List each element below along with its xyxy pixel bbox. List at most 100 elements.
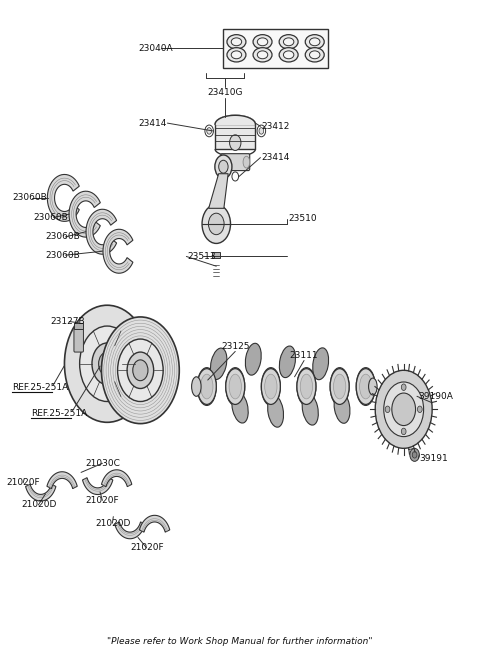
Ellipse shape [330, 367, 349, 405]
Text: REF.25-251A: REF.25-251A [12, 383, 69, 392]
Ellipse shape [310, 51, 320, 59]
Circle shape [127, 352, 154, 388]
Circle shape [118, 339, 163, 401]
Circle shape [80, 326, 135, 401]
Bar [213, 252, 220, 258]
Polygon shape [25, 484, 56, 501]
Circle shape [133, 360, 148, 380]
Circle shape [375, 370, 432, 448]
Text: 23412: 23412 [261, 122, 290, 131]
Ellipse shape [221, 156, 228, 168]
Ellipse shape [302, 394, 318, 425]
Ellipse shape [257, 38, 268, 46]
Ellipse shape [334, 374, 346, 399]
Text: 21020F: 21020F [7, 478, 40, 487]
Text: 21020D: 21020D [22, 501, 57, 510]
Text: 23060B: 23060B [46, 251, 80, 260]
Polygon shape [115, 522, 145, 539]
Ellipse shape [228, 373, 242, 400]
Ellipse shape [312, 348, 329, 380]
Ellipse shape [261, 369, 280, 405]
Ellipse shape [226, 369, 245, 405]
Circle shape [219, 160, 228, 173]
Ellipse shape [356, 367, 375, 405]
Circle shape [384, 382, 424, 437]
Ellipse shape [356, 369, 375, 405]
Polygon shape [140, 516, 170, 532]
Text: 21020F: 21020F [86, 496, 120, 505]
Circle shape [418, 406, 422, 413]
Ellipse shape [257, 51, 268, 59]
Circle shape [259, 128, 264, 134]
Ellipse shape [253, 48, 272, 62]
Text: 21020F: 21020F [130, 543, 164, 552]
FancyBboxPatch shape [74, 329, 84, 352]
Ellipse shape [305, 35, 324, 49]
Ellipse shape [334, 392, 350, 423]
Text: 23060B: 23060B [12, 194, 47, 203]
Ellipse shape [283, 38, 294, 46]
Ellipse shape [264, 373, 277, 400]
Text: 39190A: 39190A [418, 392, 453, 401]
Text: 23414: 23414 [261, 153, 290, 162]
Ellipse shape [227, 48, 246, 62]
Bar [215, 125, 255, 149]
Circle shape [208, 213, 224, 235]
Polygon shape [48, 174, 79, 221]
Text: "Please refer to Work Shop Manual for further information": "Please refer to Work Shop Manual for fu… [107, 637, 373, 646]
Bar [74, 323, 84, 329]
Ellipse shape [268, 396, 284, 427]
Polygon shape [69, 191, 100, 237]
Circle shape [412, 451, 417, 458]
Ellipse shape [231, 51, 241, 59]
Text: 39191: 39191 [420, 453, 448, 462]
Ellipse shape [200, 373, 214, 400]
Text: 23125: 23125 [221, 342, 250, 351]
Ellipse shape [264, 374, 277, 399]
Ellipse shape [369, 378, 377, 395]
Polygon shape [215, 115, 255, 125]
Text: 23127B: 23127B [50, 317, 85, 326]
Text: 23414: 23414 [138, 119, 167, 128]
Polygon shape [47, 472, 77, 489]
Text: 21020D: 21020D [96, 519, 131, 527]
Text: 23060B: 23060B [34, 213, 68, 222]
Circle shape [215, 155, 232, 178]
Ellipse shape [197, 367, 216, 405]
Ellipse shape [226, 367, 245, 405]
Circle shape [101, 317, 179, 424]
Circle shape [401, 428, 406, 435]
Circle shape [64, 305, 150, 422]
Ellipse shape [279, 346, 296, 378]
Ellipse shape [243, 156, 250, 168]
Circle shape [410, 448, 420, 461]
Ellipse shape [261, 367, 280, 405]
Text: 23040A: 23040A [138, 44, 173, 53]
Ellipse shape [210, 348, 227, 379]
Ellipse shape [201, 374, 213, 399]
Polygon shape [83, 478, 113, 495]
Circle shape [401, 384, 406, 390]
Ellipse shape [279, 48, 298, 62]
Polygon shape [209, 174, 228, 209]
Text: 23510: 23510 [288, 215, 317, 223]
Polygon shape [103, 229, 133, 274]
Ellipse shape [283, 51, 294, 59]
Ellipse shape [305, 48, 324, 62]
Ellipse shape [192, 377, 201, 396]
Ellipse shape [300, 373, 313, 400]
Ellipse shape [359, 373, 372, 400]
Circle shape [98, 352, 116, 375]
Ellipse shape [232, 392, 248, 423]
Circle shape [385, 406, 390, 413]
Text: 23513: 23513 [187, 252, 216, 261]
Ellipse shape [297, 369, 316, 405]
Ellipse shape [245, 343, 261, 375]
Bar [223, 29, 328, 68]
Text: 23410G: 23410G [207, 88, 242, 97]
Ellipse shape [197, 369, 216, 405]
Ellipse shape [227, 35, 246, 49]
Ellipse shape [253, 35, 272, 49]
Text: REF.25-251A: REF.25-251A [31, 409, 87, 419]
Ellipse shape [300, 374, 312, 399]
